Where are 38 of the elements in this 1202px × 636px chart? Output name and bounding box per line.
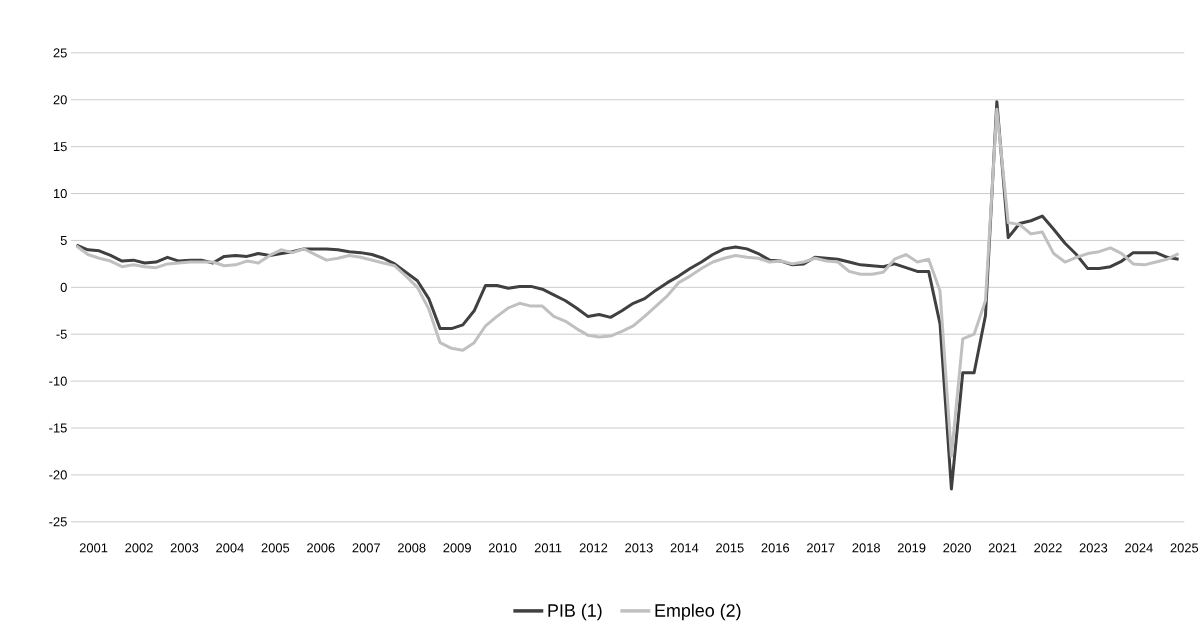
x-tick-label: 2002 <box>125 543 153 553</box>
x-tick-label: 2023 <box>1079 543 1108 553</box>
x-tick-label: 2003 <box>170 543 199 553</box>
x-tick-label: 2009 <box>443 543 471 553</box>
x-tick-label: 2004 <box>216 543 244 553</box>
x-tick-label: 2008 <box>397 543 426 553</box>
y-tick-label: 20 <box>53 95 67 105</box>
y-tick-label: -25 <box>49 517 67 527</box>
x-tick-label: 2014 <box>670 543 699 553</box>
x-tick-label: 2015 <box>716 543 744 553</box>
x-tick-label: 2024 <box>1125 543 1153 553</box>
x-tick-label: 2019 <box>897 543 926 553</box>
x-tick-label: 2021 <box>988 543 1017 553</box>
y-tick-label: -15 <box>49 423 67 433</box>
x-tick-label: 2025 <box>1170 543 1199 553</box>
x-tick-label: 2016 <box>761 543 790 553</box>
x-tick-label: 2017 <box>807 543 835 553</box>
legend-label: Empleo (2) <box>655 603 741 621</box>
x-tick-label: 2011 <box>534 543 562 553</box>
y-tick-label: 25 <box>53 48 67 58</box>
y-tick-label: 0 <box>60 282 67 293</box>
x-tick-label: 2018 <box>852 543 880 553</box>
x-tick-label: 2020 <box>943 543 971 553</box>
x-tick-label: 2006 <box>307 543 335 553</box>
y-tick-label: -5 <box>56 329 67 339</box>
y-tick-label: 15 <box>53 142 67 152</box>
x-tick-label: 2010 <box>488 543 517 553</box>
y-tick-label: 5 <box>60 236 67 246</box>
y-tick-label: 10 <box>53 189 67 199</box>
y-tick-label: -20 <box>49 470 67 480</box>
legend-label: PIB (1) <box>548 603 602 621</box>
x-tick-label: 2012 <box>579 543 608 553</box>
x-tick-label: 2013 <box>625 543 653 553</box>
y-tick-label: -10 <box>49 376 67 386</box>
x-tick-label: 2005 <box>261 543 290 553</box>
x-tick-label: 2007 <box>352 543 380 553</box>
x-tick-label: 2001 <box>79 543 108 553</box>
x-tick-label: 2022 <box>1034 543 1062 553</box>
